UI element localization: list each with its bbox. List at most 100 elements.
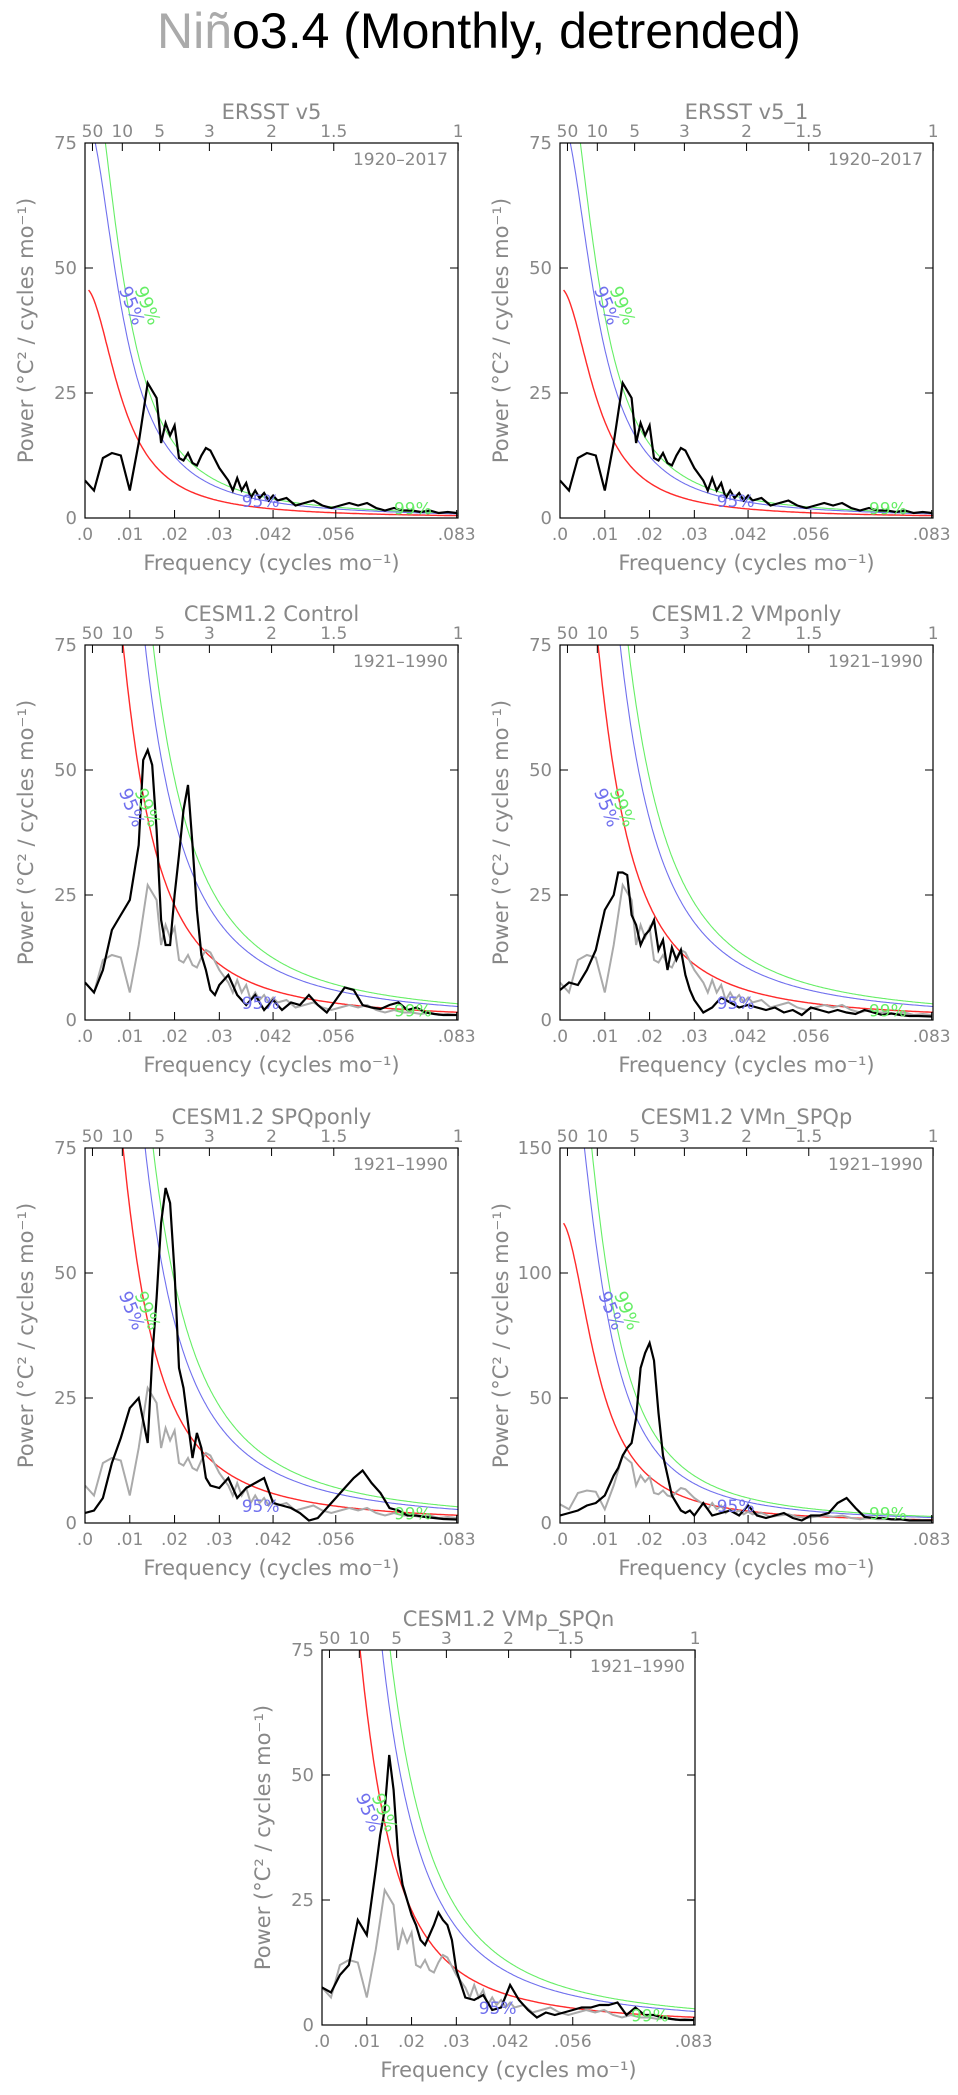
x-tick-label: .0 [77,1530,93,1550]
x-tick-label: .056 [792,1530,830,1550]
panel-frame [321,1649,696,2026]
period-tick-label: 50 [557,122,579,142]
y-axis-label: Power (°C² / cycles mo⁻¹) [14,198,38,463]
reference-spectrum-line [560,882,932,1017]
panel-3: 95%99%95% 99%0255075.0.01.02.03.042.056.0… [14,602,476,1077]
panel-plot-area [560,143,933,517]
spectrum-line [85,746,457,1017]
spectrum-line [560,1339,932,1522]
x-axis-label: Frequency (cycles mo⁻¹) [618,551,874,575]
y-tick-label: 0 [66,1010,77,1031]
period-tick-label: 1 [690,1629,701,1649]
panel-period: 1921–1990 [828,1155,923,1175]
panel-period: 1921–1990 [353,652,448,672]
conf99-curve [627,645,933,1005]
period-tick-label: 5 [154,624,165,644]
x-tick-label: .083 [438,1530,476,1550]
x-tick-label: .01 [591,1530,618,1550]
y-tick-label: 50 [54,1263,77,1284]
x-tick-label: .02 [161,525,188,545]
conf95-curve [144,645,458,1008]
panel-period: 1920–2017 [353,150,448,170]
panel-frame [559,644,934,1021]
period-tick-label: 1 [928,1127,939,1147]
period-tick-label: 50 [82,624,104,644]
y-tick-label: 50 [529,1388,552,1409]
y-tick-label: 0 [303,2015,314,2036]
conf95-curve [569,143,933,515]
period-tick-label: 5 [629,122,640,142]
period-tick-label: 3 [204,1127,215,1147]
figure-title-part2: o3.4 (Monthly, detrended) [232,3,801,59]
panel-period: 1921–1990 [828,652,923,672]
panel-title: CESM1.2 VMponly [652,602,842,626]
x-tick-label: .01 [116,1530,143,1550]
period-tick-label: 2 [741,122,752,142]
period-tick-label: 50 [82,122,104,142]
period-tick-label: 1 [928,122,939,142]
red-noise-curve [562,1222,933,1521]
y-tick-label: 25 [529,885,552,906]
period-tick-label: 5 [154,1127,165,1147]
y-tick-label: 75 [54,133,77,154]
red-noise-curve [597,645,933,1013]
period-tick-label: 10 [348,1629,370,1649]
red-noise-curve [122,645,458,1013]
x-tick-label: .042 [491,2032,529,2052]
y-tick-label: 50 [529,258,552,279]
period-tick-label: 1 [928,624,939,644]
x-axis-label: Frequency (cycles mo⁻¹) [143,551,399,575]
x-tick-label: .02 [161,1027,188,1047]
period-tick-label: 10 [111,624,133,644]
y-tick-label: 0 [541,1010,552,1031]
x-tick-label: .042 [254,1027,292,1047]
period-tick-label: 3 [679,122,690,142]
period-tick-label: 1 [453,1127,464,1147]
period-tick-label: 2 [741,624,752,644]
y-tick-label: 50 [54,258,77,279]
x-tick-label: .083 [913,1530,951,1550]
conf99-curve [591,1148,933,1518]
y-tick-label: 25 [54,383,77,404]
period-tick-label: 50 [557,1127,579,1147]
panel-period: 1920–2017 [828,150,923,170]
conf95-label-tail: 95% [717,994,755,1014]
spectrum-line [85,379,457,515]
y-tick-label: 50 [529,760,552,781]
x-axis-label: Frequency (cycles mo⁻¹) [618,1053,874,1077]
panel-title: CESM1.2 Control [184,602,359,626]
x-tick-label: .0 [552,525,568,545]
x-tick-label: .083 [913,1027,951,1047]
conf99-curve [579,143,933,514]
spectrum-line [560,379,932,515]
x-tick-label: .03 [206,1530,233,1550]
y-tick-label: 25 [54,885,77,906]
y-tick-label: 0 [66,508,77,529]
conf99-curve [389,1650,695,2010]
conf95-label-tail: 95% [242,994,280,1014]
period-tick-label: 5 [629,1127,640,1147]
period-tick-label: 2 [266,624,277,644]
x-tick-label: .0 [77,1027,93,1047]
conf99-label-tail: 99% [631,2006,669,2026]
x-tick-label: .03 [681,1530,708,1550]
x-tick-label: .056 [317,1530,355,1550]
conf95-curve [381,1650,695,2013]
conf99-label-tail: 99% [394,1504,432,1524]
conf95-label-tail: 95% [717,492,755,512]
panel-frame [84,644,459,1021]
panel-7: 95%99%95% 99%0255075.0.01.02.03.042.056.0… [251,1607,713,2082]
y-tick-label: 0 [541,508,552,529]
conf95-label-tail: 95% [717,1497,755,1517]
conf95-curve [94,143,458,515]
x-tick-label: .042 [729,1027,767,1047]
period-tick-label: 1.5 [795,624,822,644]
period-tick-label: 50 [319,1629,341,1649]
panel-plot-area [85,143,458,517]
panel-frame [559,1147,934,1524]
red-noise-curve [88,289,458,517]
period-tick-label: 10 [586,122,608,142]
period-tick-label: 2 [266,1127,277,1147]
x-tick-label: .083 [675,2032,713,2052]
x-tick-label: .056 [554,2032,592,2052]
